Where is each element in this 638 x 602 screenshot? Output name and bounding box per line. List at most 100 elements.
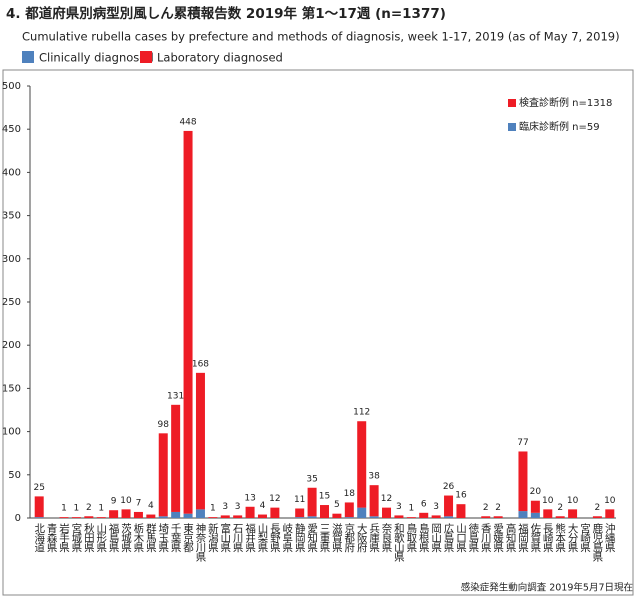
- bar-segment: [344, 517, 354, 518]
- value-label: 9: [111, 497, 117, 507]
- value-label: 12: [269, 494, 280, 504]
- bar-segment: [369, 516, 379, 518]
- value-label: 10: [567, 496, 579, 506]
- y-tick-label: 500: [2, 81, 21, 92]
- bar-segment: [295, 517, 305, 518]
- x-tick-label: 鳥取県: [405, 522, 417, 553]
- legend-swatch: [508, 123, 516, 131]
- value-label: 10: [604, 496, 616, 506]
- y-tick-label: 300: [2, 254, 21, 265]
- bar-segment: [171, 404, 181, 512]
- bar-segment: [109, 510, 119, 518]
- chart-title: 4. 都道府県別病型別風しん累積報告数 2019年 第1～17週 (n=1377…: [6, 5, 446, 22]
- bar-segment: [71, 517, 81, 518]
- value-label: 2: [86, 503, 92, 513]
- bar-segment: [605, 509, 615, 518]
- x-tick-label: 岩手県: [58, 522, 70, 553]
- bar-segment: [96, 517, 106, 518]
- legend-label: 検査診断例 n=1318: [519, 96, 612, 109]
- x-tick-label: 宮城県: [70, 522, 82, 553]
- value-label: 2: [557, 503, 563, 513]
- bar-segment: [344, 502, 354, 518]
- bar-segment: [158, 433, 168, 517]
- bar-segment: [233, 515, 243, 518]
- value-label: 4: [260, 501, 266, 511]
- y-tick-label: 50: [8, 470, 21, 481]
- bar-segment: [208, 517, 218, 518]
- x-tick-label: 山形県: [95, 523, 107, 553]
- value-label: 10: [120, 496, 132, 506]
- x-tick-label: 佐賀県: [529, 522, 541, 553]
- bar-segment: [171, 511, 181, 518]
- value-label: 16: [455, 491, 467, 501]
- x-tick-label: 千葉県: [170, 523, 182, 553]
- bar-segment: [183, 130, 193, 514]
- y-tick-label: 250: [2, 297, 21, 308]
- x-tick-label: 和歌山県: [393, 523, 405, 563]
- value-label: 12: [381, 494, 392, 504]
- legend-swatch: [508, 99, 516, 107]
- x-tick-label: 滋賀県: [331, 522, 343, 553]
- bar-segment: [195, 372, 205, 510]
- value-label: 25: [33, 483, 44, 493]
- bar-segment: [518, 451, 528, 512]
- x-tick-label: 新潟県: [207, 522, 219, 553]
- bar-segment: [307, 487, 317, 517]
- x-tick-label: 富山県: [219, 522, 231, 553]
- y-tick-label: 200: [2, 340, 21, 351]
- x-tick-label: 大阪府: [356, 522, 368, 553]
- value-label: 15: [319, 492, 330, 502]
- value-label: 1: [74, 504, 80, 514]
- x-tick-label: 静岡県: [294, 522, 306, 553]
- value-label: 77: [517, 438, 528, 448]
- bar-segment: [183, 513, 193, 518]
- bar-segment: [394, 515, 404, 518]
- y-tick-label: 100: [2, 427, 21, 438]
- value-label: 1: [210, 504, 216, 514]
- x-tick-label: 広島県: [443, 522, 455, 553]
- bar-segment: [444, 495, 454, 517]
- y-tick-label: 450: [2, 124, 21, 135]
- bar-segment: [444, 516, 454, 518]
- source-note: 感染症発生動向調査 2019年5月7日現在: [461, 582, 633, 594]
- value-label: 2: [483, 503, 489, 513]
- value-label: 26: [443, 482, 455, 492]
- value-label: 7: [136, 498, 142, 508]
- value-label: 98: [158, 420, 170, 430]
- x-tick-label: 神奈川県: [194, 522, 206, 563]
- value-label: 1: [408, 504, 414, 514]
- x-tick-label: 栃木県: [132, 522, 144, 553]
- bar-segment: [456, 504, 466, 518]
- x-tick-label: 宮崎県: [579, 522, 591, 553]
- value-label: 1: [98, 504, 104, 514]
- chart-subtitle: Cumulative rubella cases by prefecture a…: [22, 30, 620, 44]
- bar-segment: [357, 507, 367, 518]
- bar-segment: [481, 516, 491, 518]
- x-tick-label: 長崎県: [542, 523, 554, 553]
- bar-segment: [543, 509, 553, 518]
- x-tick-label: 石川県: [232, 523, 244, 553]
- value-label: 2: [495, 503, 501, 513]
- x-tick-label: 岐阜県: [281, 522, 293, 553]
- bar-segment: [357, 421, 367, 508]
- x-tick-label: 鹿児島県: [591, 522, 603, 563]
- value-label: 3: [222, 502, 228, 512]
- bar-segment: [220, 515, 230, 518]
- legend-swatch: [140, 51, 152, 63]
- x-tick-label: 山梨県: [256, 523, 268, 553]
- y-tick-label: 150: [2, 383, 21, 394]
- value-label: 20: [530, 487, 542, 497]
- bar-segment: [530, 500, 540, 513]
- value-label: 3: [235, 502, 241, 512]
- bar-segment: [245, 506, 255, 518]
- bar-segment: [146, 514, 156, 518]
- value-label: 13: [244, 493, 255, 503]
- x-tick-label: 高知県: [505, 522, 517, 553]
- value-label: 3: [433, 502, 439, 512]
- legend-label: 臨床診断例 n=59: [519, 120, 600, 133]
- x-tick-label: 愛知県: [306, 522, 318, 553]
- value-label: 4: [148, 501, 154, 511]
- legend-label: Laboratory diagnosed: [157, 51, 283, 65]
- value-label: 168: [192, 359, 209, 369]
